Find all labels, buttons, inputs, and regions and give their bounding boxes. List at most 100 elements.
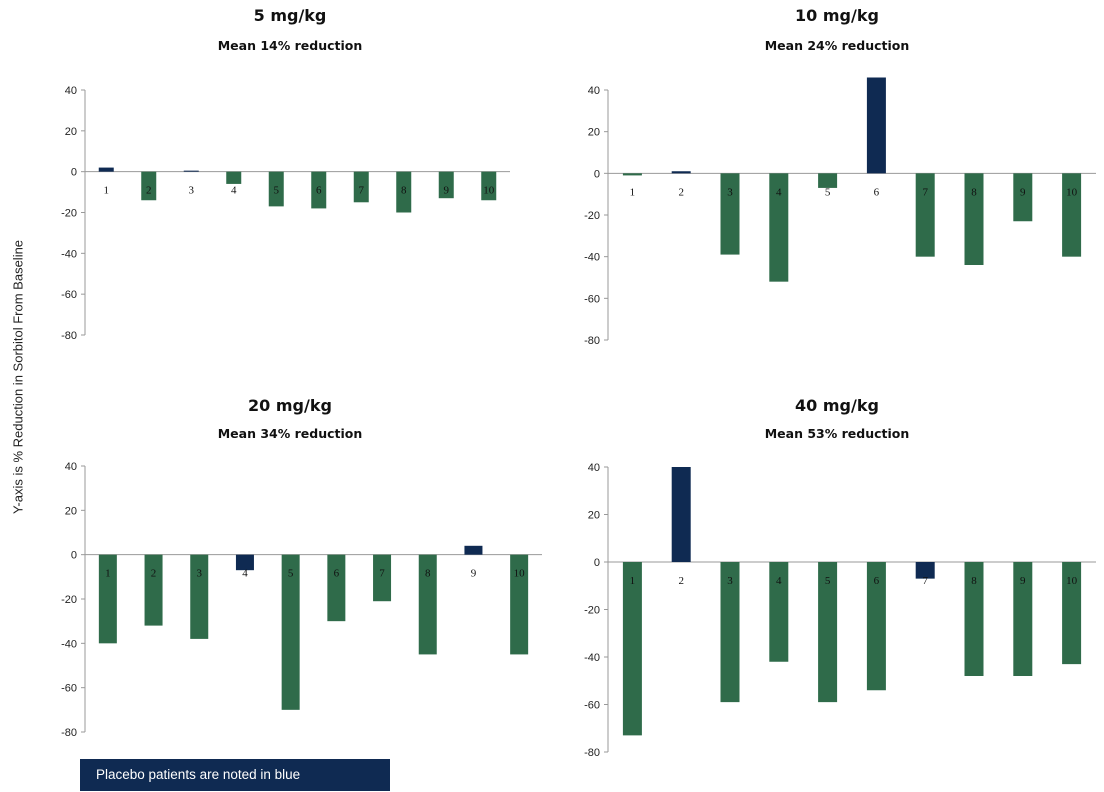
category-label: 6 <box>316 185 322 197</box>
bar <box>373 554 392 602</box>
bar-chart-svg: 40 20 0 -20 -40 -60 -80 1 2 3 4 5 6 7 8 9 10 <box>61 461 542 739</box>
bar <box>98 554 117 644</box>
bar <box>353 171 369 203</box>
category-label: 10 <box>1066 186 1078 198</box>
bar <box>915 173 935 257</box>
panel-subtitle: Mean 53% reduction <box>764 426 910 441</box>
bar <box>396 171 412 213</box>
category-label: 4 <box>776 575 782 587</box>
category-label: 7 <box>922 186 928 198</box>
panel-subtitle: Mean 34% reduction <box>217 426 363 441</box>
panel-subtitle: Mean 14% reduction <box>217 38 363 53</box>
chart-panel-20mg: 20 mg/kg Mean 34% reduction 40 20 0 -20 -40 -… <box>40 390 542 750</box>
bar <box>866 562 886 691</box>
category-label: 5 <box>825 575 831 587</box>
y-tick-label: 20 <box>65 505 77 517</box>
bar <box>510 554 529 655</box>
y-tick-label: 40 <box>588 462 600 474</box>
bar-chart-svg: 40 20 0 -20 -40 -60 -80 1 2 3 4 5 6 7 8 9 10 <box>584 77 1096 347</box>
category-label: 9 <box>444 185 450 197</box>
bar <box>481 171 497 201</box>
y-axis-label: Y-axis is % Reduction in Sorbitol From B… <box>10 239 26 515</box>
bar <box>190 554 209 639</box>
bar <box>915 562 935 579</box>
category-label: 4 <box>776 186 782 198</box>
bar <box>671 171 691 174</box>
y-tick-label: -80 <box>584 335 600 347</box>
y-tick-label: -80 <box>61 330 77 342</box>
y-tick-label: -20 <box>61 208 77 220</box>
category-label: 9 <box>1020 186 1026 198</box>
chart-panel-40mg: 40 mg/kg Mean 53% reduction 40 20 0 -20 -40 -… <box>570 390 1104 770</box>
bar <box>818 173 838 188</box>
bar <box>327 554 346 622</box>
panel-title: 5 mg/kg <box>253 6 327 25</box>
bar <box>769 173 789 282</box>
y-tick-label: 40 <box>588 85 600 97</box>
category-label: 3 <box>727 186 733 198</box>
category-label: 6 <box>334 568 340 580</box>
bar <box>235 554 254 571</box>
placebo-note: Placebo patients are noted in blue <box>80 759 390 791</box>
y-tick-label: -40 <box>584 252 600 264</box>
y-tick-label: -40 <box>61 638 77 650</box>
y-tick-label: -80 <box>584 747 600 759</box>
bar <box>226 171 242 184</box>
y-tick-label: 0 <box>71 550 77 562</box>
category-label: 4 <box>242 568 248 580</box>
y-tick-label: 40 <box>65 461 77 473</box>
y-tick-label: 20 <box>588 510 600 522</box>
panel-title: 40 mg/kg <box>795 396 879 415</box>
category-label: 1 <box>630 575 636 587</box>
category-label: 1 <box>105 568 111 580</box>
bar <box>769 562 789 662</box>
bar <box>1062 173 1082 257</box>
bar <box>1013 562 1033 676</box>
category-label: 8 <box>971 186 977 198</box>
bar <box>964 173 984 265</box>
bar <box>144 554 163 626</box>
bar <box>183 170 199 172</box>
category-label: 4 <box>231 185 237 197</box>
y-tick-label: 20 <box>65 126 77 138</box>
category-label: 6 <box>874 575 880 587</box>
bar <box>418 554 437 655</box>
category-label: 8 <box>401 185 407 197</box>
bar <box>141 171 157 201</box>
category-label: 5 <box>288 568 294 580</box>
bar <box>464 545 483 555</box>
y-tick-label: 0 <box>594 557 600 569</box>
bar <box>720 173 740 255</box>
category-label: 10 <box>514 568 526 580</box>
y-tick-label: -80 <box>61 727 77 739</box>
bar <box>671 467 691 562</box>
category-label: 2 <box>678 575 684 587</box>
category-label: 2 <box>678 186 684 198</box>
category-label: 1 <box>630 186 636 198</box>
bar <box>622 562 642 736</box>
y-tick-label: -40 <box>584 652 600 664</box>
bar <box>818 562 838 703</box>
bar <box>964 562 984 676</box>
category-label: 7 <box>379 568 385 580</box>
category-label: 2 <box>146 185 152 197</box>
panel-title: 10 mg/kg <box>795 6 879 25</box>
category-label: 7 <box>922 575 928 587</box>
bar <box>720 562 740 703</box>
category-label: 10 <box>1066 575 1078 587</box>
y-tick-label: 0 <box>71 167 77 179</box>
bar-chart-svg: 40 20 0 -20 -40 -60 -80 1 2 3 4 5 6 7 8 9 10 <box>584 462 1096 759</box>
y-tick-label: 40 <box>65 85 77 97</box>
bar <box>1062 562 1082 665</box>
bar <box>281 554 300 710</box>
y-tick-label: -20 <box>584 605 600 617</box>
category-label: 3 <box>727 575 733 587</box>
y-tick-label: 0 <box>594 168 600 180</box>
category-label: 3 <box>197 568 203 580</box>
category-label: 3 <box>189 185 195 197</box>
category-label: 8 <box>425 568 431 580</box>
y-tick-label: 20 <box>588 127 600 139</box>
category-label: 7 <box>359 185 365 197</box>
y-tick-label: -60 <box>584 700 600 712</box>
bar-chart-svg: 40 20 0 -20 -40 -60 -80 1 2 3 4 5 6 7 8 9 10 <box>61 85 510 342</box>
